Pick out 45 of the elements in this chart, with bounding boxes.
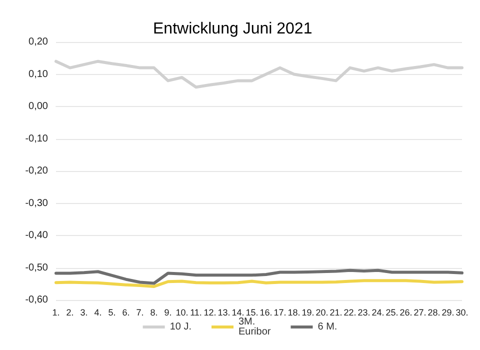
y-tick-label: 0,10 xyxy=(28,68,48,80)
x-tick-label: 15. xyxy=(246,308,258,318)
x-tick-label: 5. xyxy=(108,308,116,318)
x-tick-label: 28. xyxy=(428,308,440,318)
y-tick-label: 0,00 xyxy=(28,101,48,112)
x-tick-label: 24. xyxy=(372,308,384,318)
x-tick-label: 25. xyxy=(386,308,398,318)
x-tick-label: 23. xyxy=(358,308,370,318)
y-tick-label: -0,10 xyxy=(25,133,48,144)
x-tick-label: 6. xyxy=(122,308,130,318)
legend-label: 10 J. xyxy=(170,322,192,332)
chart-title: Entwicklung Juni 2021 xyxy=(153,20,312,38)
y-tick-label: 0,20 xyxy=(28,36,48,48)
x-tick-label: 4. xyxy=(94,308,102,318)
y-tick-label: -0,50 xyxy=(25,262,48,274)
x-tick-label: 29. xyxy=(442,308,454,318)
x-tick-label: 14. xyxy=(232,308,244,318)
x-tick-label: 22. xyxy=(344,308,356,318)
y-tick-label: -0,60 xyxy=(25,294,48,306)
line-series xyxy=(54,268,464,285)
x-tick-label: 26. xyxy=(400,308,412,318)
x-tick-label: 9. xyxy=(164,308,172,318)
x-tick-label: 11. xyxy=(190,308,202,318)
x-tick-label: 17. xyxy=(274,308,286,318)
x-tick-label: 8. xyxy=(150,308,158,318)
x-tick-label: 7. xyxy=(136,308,144,318)
line-series xyxy=(54,60,464,89)
x-tick-label: 10. xyxy=(176,308,188,318)
x-tick-label: 16. xyxy=(260,308,272,318)
y-tick-label: -0,30 xyxy=(25,198,48,209)
x-tick-label: 27. xyxy=(414,308,426,318)
y-tick-label: -0,40 xyxy=(25,230,48,241)
legend-label: 3M. Euribor xyxy=(238,316,272,338)
x-tick-label: 1. xyxy=(52,308,60,318)
x-tick-label: 20. xyxy=(316,308,328,318)
y-tick-label: -0,20 xyxy=(25,166,48,176)
x-tick-label: 12. xyxy=(204,308,216,318)
x-tick-label: 21. xyxy=(330,308,342,318)
legend-label: 6 M. xyxy=(318,322,338,332)
x-tick-label: 30. xyxy=(456,308,468,318)
x-tick-label: 19. xyxy=(302,308,314,318)
x-tick-label: 18. xyxy=(288,308,300,318)
x-tick-label: 3. xyxy=(80,308,88,318)
x-tick-label: 2. xyxy=(66,308,74,318)
x-tick-label: 13. xyxy=(218,308,230,318)
